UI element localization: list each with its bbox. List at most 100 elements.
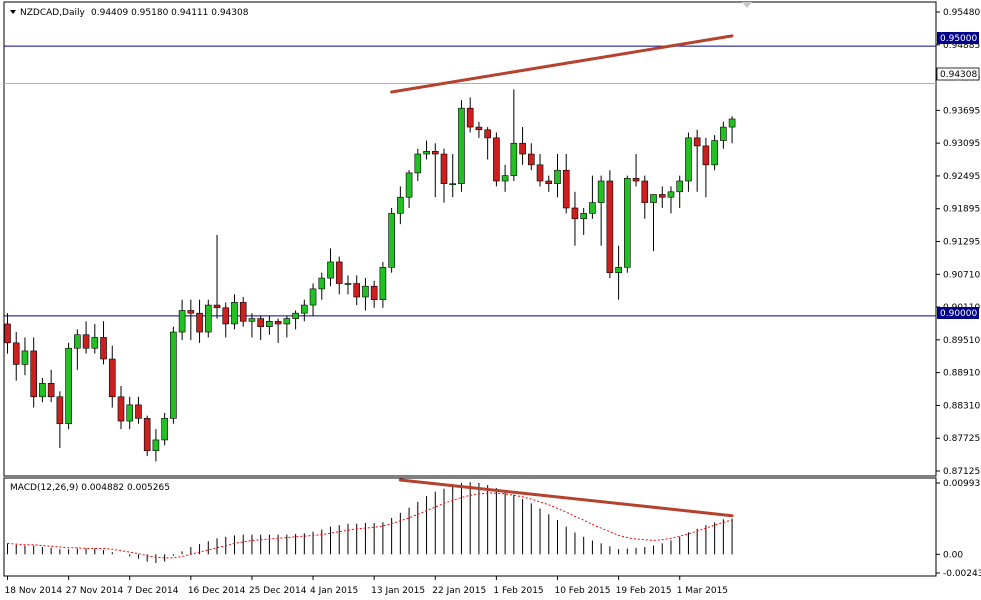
bearish-candle-body [475,126,483,131]
candle [248,313,256,338]
candle [397,186,404,225]
candle [213,234,221,319]
candle [624,175,631,273]
y-tick-label: 0.93695 [943,106,980,116]
candle [702,137,710,198]
price-panel[interactable] [4,34,936,462]
candle [536,154,544,187]
candle [74,329,81,370]
bearish-candle-body [519,142,526,155]
candle [711,135,718,171]
bullish-candle-body [292,312,299,319]
bullish-candle-body [283,318,291,325]
candle [178,299,186,341]
candle [545,175,553,192]
candle [667,186,675,214]
candle [562,154,570,214]
bullish-candle-body [152,439,160,452]
y-tick-label: 0.93095 [943,139,980,149]
candle [676,175,684,208]
candle [693,129,701,192]
candle [475,121,483,138]
bearish-candle-body [117,396,125,422]
candle [554,154,561,198]
chart-symbol: NZDCAD,Daily [20,8,86,18]
bearish-candle-body [536,164,544,182]
bullish-candle-body [388,213,395,268]
candle [641,175,649,219]
bullish-candle-body [170,331,177,419]
candle [152,429,160,462]
candle [222,302,230,338]
bearish-candle-body [274,320,282,325]
y-tick-label: 0.90710 [943,270,980,280]
y-tick-label: 0.95480 [943,8,980,18]
bearish-candle-body [440,153,448,185]
bearish-candle-body [4,323,11,344]
candle [632,154,640,187]
price-trendline [390,34,734,94]
bullish-candle-body [178,310,186,333]
bearish-candle-body [571,207,579,220]
bearish-candle-body [30,350,37,398]
bearish-candle-body [222,307,230,325]
macd-trendline [398,478,734,518]
bullish-candle-body [554,169,561,185]
bullish-candle-body [21,350,29,365]
bearish-candle-body [82,334,90,349]
bearish-candle-body [370,285,378,300]
candle [65,342,72,430]
candle [501,164,509,192]
bullish-candle-body [204,304,212,333]
candle [47,369,55,403]
candle [196,299,203,343]
macd-panel[interactable] [7,478,734,564]
bearish-candle-body [12,342,20,365]
bearish-candle-body [187,310,195,314]
bullish-candle-body [397,196,404,214]
bearish-candle-body [545,180,553,185]
x-tick-label: 22 Jan 2015 [432,586,486,596]
x-tick-label: 4 Jan 2015 [310,586,358,596]
bullish-candle-body [685,137,692,182]
x-tick-label: 1 Mar 2015 [677,586,728,596]
bullish-candle-body [676,180,684,193]
candle [388,207,395,273]
y-tick-label: 0.91295 [943,238,980,248]
bearish-candle-body [143,418,151,452]
bearish-candle-body [135,404,142,419]
y-tick-label: 0.88910 [943,369,980,379]
collapse-triangle-icon[interactable] [10,10,16,14]
bearish-candle-body [335,261,343,284]
candle [301,299,308,322]
candle [4,313,11,354]
candle [82,321,90,354]
macd-signal-line [7,492,733,559]
bullish-candle-body [318,277,326,290]
candle [431,143,439,198]
bullish-candle-body [589,202,596,214]
bullish-candle-body [344,283,352,285]
x-tick-label: 27 Nov 2014 [66,586,124,596]
candle [161,412,168,446]
y-tick-label: 0.89510 [943,336,980,346]
x-tick-label: 19 Feb 2015 [616,586,672,596]
candle [100,321,107,365]
chart-shift-marker-icon[interactable] [742,2,752,8]
bullish-candle-body [405,172,413,198]
candle [728,116,736,144]
candle [493,132,500,187]
bearish-candle-body [493,137,500,182]
candle [466,97,474,133]
candle [353,275,361,306]
candle [126,396,134,430]
level-label-090000: 0.90000 [937,307,979,319]
x-tick-label: 10 Feb 2015 [554,586,610,596]
bullish-candle-body [624,178,631,268]
bullish-candle-body [74,334,81,349]
candle [204,299,212,338]
bullish-candle-body [161,418,168,441]
candle [292,310,299,330]
bullish-candle-body [301,304,308,314]
